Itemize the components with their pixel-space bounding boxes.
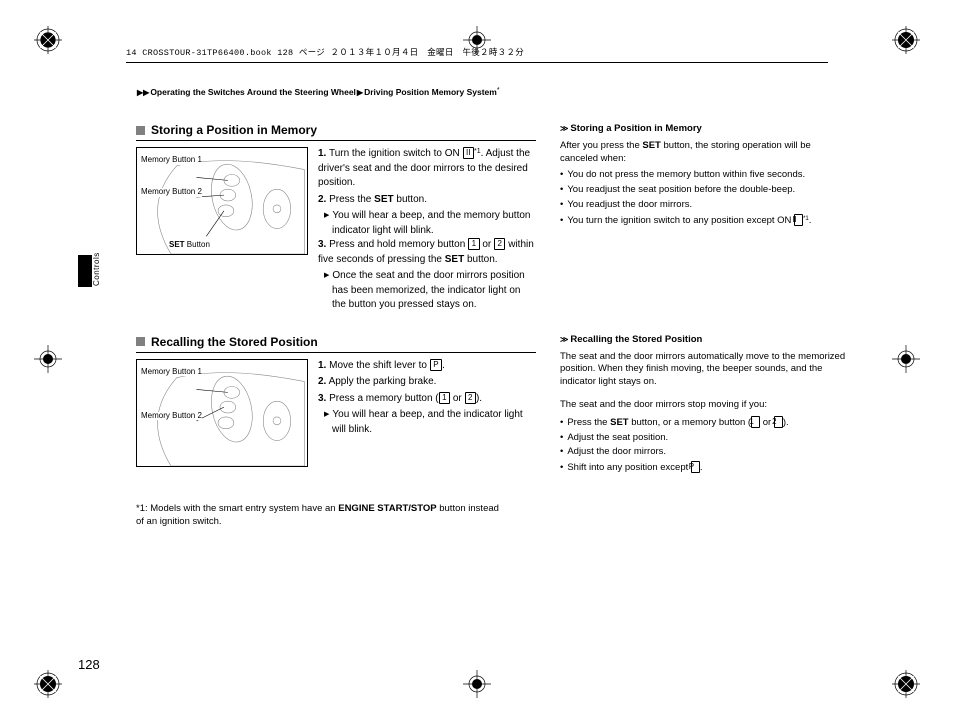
fig-label-mem1: Memory Button 1 [141, 156, 202, 165]
crop-mark [34, 345, 62, 373]
list-item: Shift into any position except P. [568, 461, 848, 475]
section-heading-recalling: Recalling the Stored Position [136, 335, 536, 353]
crop-mark [463, 670, 491, 698]
steps-recalling: 1. Move the shift lever to P. 2. Apply t… [318, 359, 536, 467]
key-1: 1 [439, 392, 450, 404]
breadcrumb: ▶▶Operating the Switches Around the Stee… [78, 63, 876, 105]
fig-label-set: SET Button [169, 241, 210, 250]
footnote: *1: Models with the smart entry system h… [78, 503, 508, 529]
list-item: You do not press the memory button withi… [568, 169, 848, 182]
crop-mark [892, 670, 920, 698]
section-heading-storing: Storing a Position in Memory [136, 123, 536, 141]
steps-storing: 1. Turn the ignition switch to ON II*1. … [318, 147, 536, 313]
list-item: Adjust the seat position. [568, 432, 848, 445]
figure-recalling: Memory Button 1 Memory Button 2 [136, 359, 308, 467]
list-item: You readjust the door mirrors. [568, 199, 848, 212]
section-title: Recalling the Stored Position [151, 335, 318, 349]
key-II: II [794, 214, 803, 226]
side-label: Controls [92, 252, 101, 286]
fig-label-mem2: Memory Button 2 [141, 412, 202, 421]
list-item: You readjust the seat position before th… [568, 184, 848, 197]
key-2: 2 [494, 238, 505, 250]
list-item: Adjust the door mirrors. [568, 446, 848, 459]
file-header: 14 CROSSTOUR-31TP66400.book 128 ページ ２０１３… [78, 46, 876, 62]
fig-label-mem1: Memory Button 1 [141, 368, 202, 377]
section-title: Storing a Position in Memory [151, 123, 317, 137]
crop-mark [892, 26, 920, 54]
figure-storing: Memory Button 1 Memory Button 2 SET Butt… [136, 147, 308, 255]
side-tab [78, 255, 92, 287]
section-square-icon [136, 337, 145, 346]
key-P: P [430, 359, 442, 371]
sidebar-notes: ≫Storing a Position in Memory After you … [560, 123, 848, 495]
key-2: 2 [774, 416, 783, 428]
sidebar-title: Recalling the Stored Position [570, 334, 702, 345]
page-number: 128 [78, 657, 100, 672]
key-1: 1 [751, 416, 760, 428]
crop-mark [34, 26, 62, 54]
breadcrumb-a: Operating the Switches Around the Steeri… [150, 87, 356, 97]
list-item: You turn the ignition switch to any posi… [568, 214, 848, 228]
sidebar-title: Storing a Position in Memory [570, 123, 701, 134]
breadcrumb-b: Driving Position Memory System [364, 87, 497, 97]
key-2: 2 [465, 392, 476, 404]
section-square-icon [136, 126, 145, 135]
crop-mark [34, 670, 62, 698]
list-item: Press the SET button, or a memory button… [568, 416, 848, 430]
key-P: P [691, 461, 700, 473]
fig-label-mem2: Memory Button 2 [141, 188, 202, 197]
key-II: II [463, 147, 474, 159]
crop-mark [892, 345, 920, 373]
key-1: 1 [468, 238, 479, 250]
